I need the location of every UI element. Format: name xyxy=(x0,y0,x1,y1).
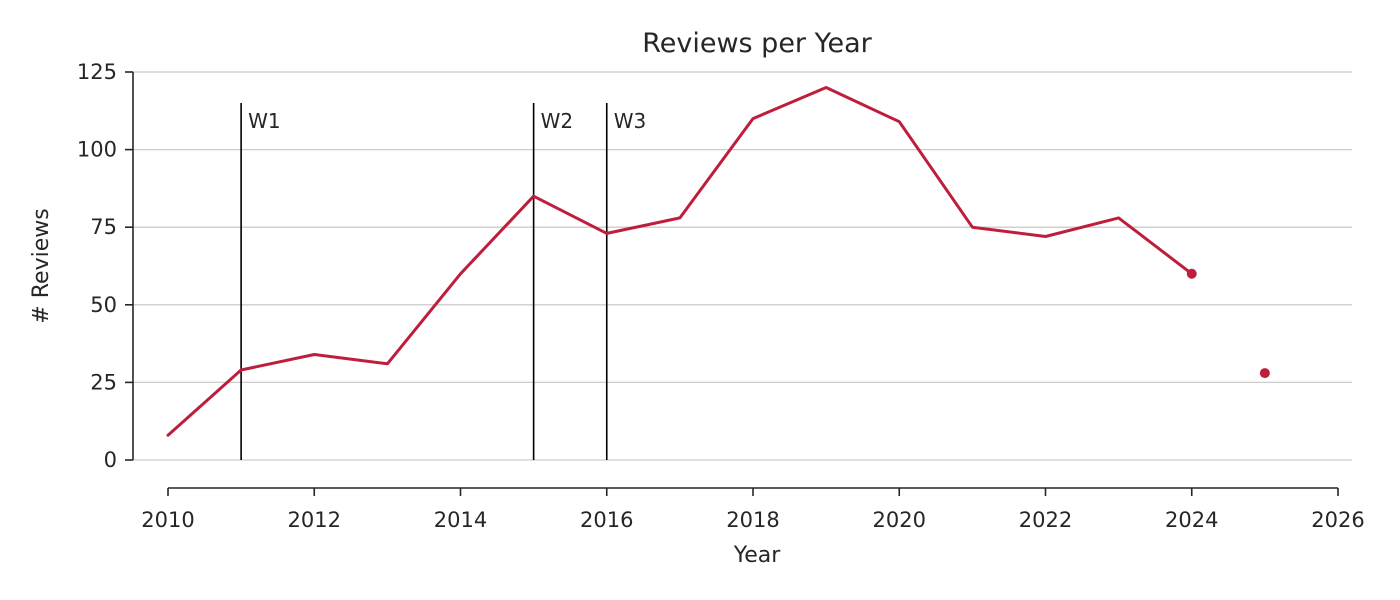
annotation-label: W3 xyxy=(614,109,647,133)
y-tick-label: 0 xyxy=(104,448,117,472)
gridlines xyxy=(133,71,1352,461)
annotation-label: W1 xyxy=(248,109,281,133)
annotations: W1 W2 W3 xyxy=(240,103,647,460)
annotation-label: W2 xyxy=(541,109,574,133)
series-line xyxy=(166,86,1194,437)
chart-title: Reviews per Year xyxy=(642,28,872,59)
x-axis-label: Year xyxy=(733,543,782,568)
y-tick-label: 100 xyxy=(77,138,117,162)
y-tick-label: 75 xyxy=(90,215,117,239)
x-tick-label: 2016 xyxy=(580,508,633,532)
y-tick-label: 25 xyxy=(90,370,117,394)
x-tick-label: 2026 xyxy=(1311,508,1364,532)
x-tick-label: 2024 xyxy=(1165,508,1218,532)
data-point xyxy=(1259,368,1270,379)
x-tick-label: 2010 xyxy=(141,508,194,532)
x-tick-label: 2022 xyxy=(1019,508,1072,532)
x-tick-label: 2014 xyxy=(434,508,487,532)
y-tick-label: 125 xyxy=(77,60,117,84)
x-tick-label: 2012 xyxy=(288,508,341,532)
y-tick-label: 50 xyxy=(90,293,117,317)
y-axis-label: # Reviews xyxy=(29,208,54,323)
data-point xyxy=(1186,268,1197,279)
x-tick-label: 2020 xyxy=(873,508,926,532)
x-tick-label: 2018 xyxy=(726,508,779,532)
axes: 0 25 50 75 100 125 2010 2012 2014 2016 2018 2020 202… xyxy=(77,60,1365,532)
plot-area xyxy=(166,86,1270,437)
